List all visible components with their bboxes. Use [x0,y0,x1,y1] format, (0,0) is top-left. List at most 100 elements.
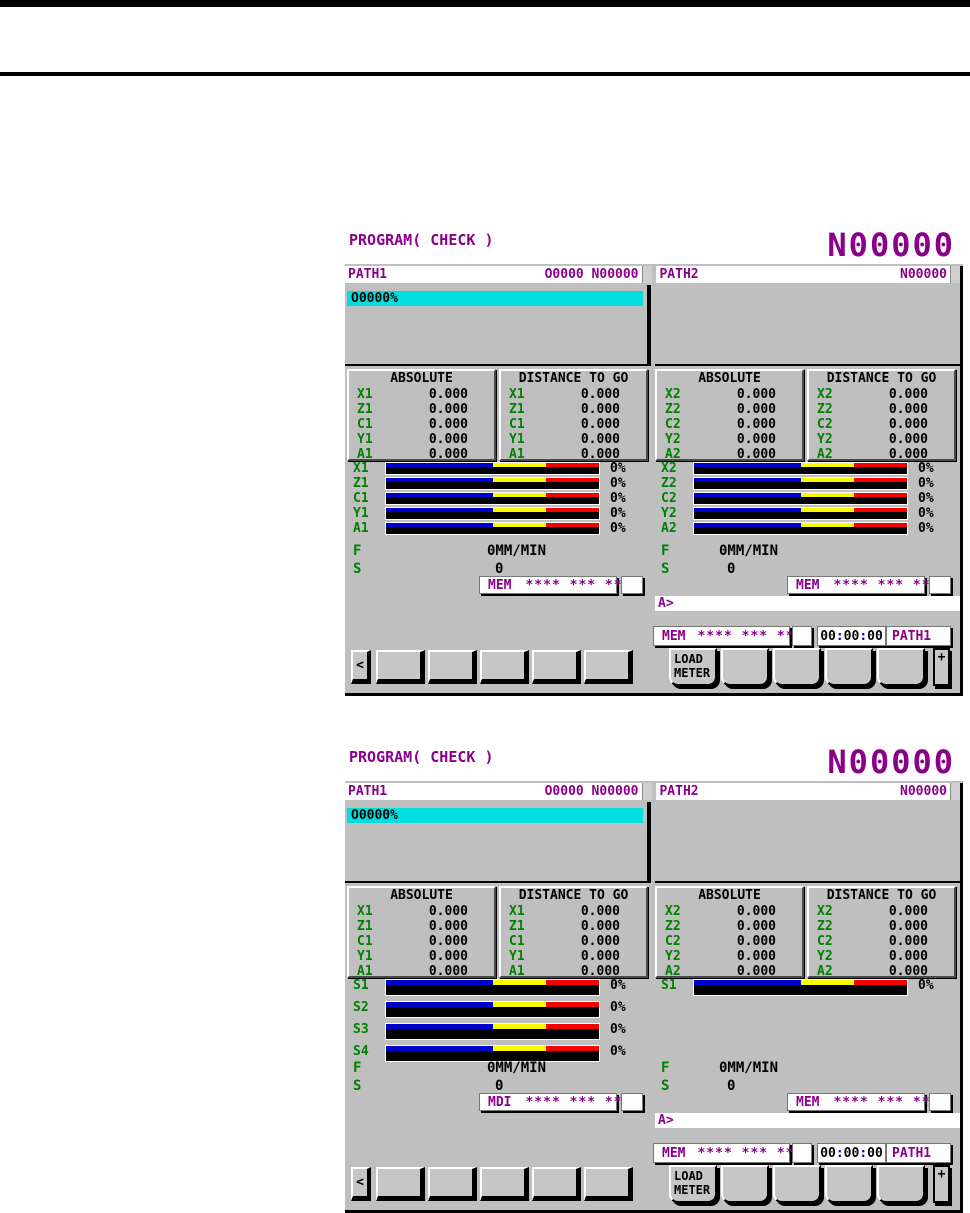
softkey-blank-button[interactable] [428,650,477,684]
position-row: C1 0.000 [501,934,646,949]
mode-label: MEM [796,1094,820,1110]
axis-label: C1 [509,417,525,432]
axis-label: A1 [509,964,525,979]
softkey-blank-button[interactable] [584,650,633,684]
meter-red-segment [545,1024,599,1029]
softkey-blank-button[interactable] [825,648,873,686]
softkey-blank-button[interactable] [428,1167,477,1201]
program-sequence-label: O0000 N00000 [544,267,639,282]
meter-red-segment [545,508,599,512]
meter-percent: 0% [918,978,934,993]
meter-yellow-segment [492,508,546,512]
active-path-label: PATH1 [892,1145,932,1161]
feed-label: F [661,1060,670,1076]
position-boxes: ABSOLUTE X1 0.000 Z1 0.000 C1 0.000 Y1 0.000 A1 0.… [345,886,653,979]
spindle-label: S [661,561,670,577]
position-row: X2 0.000 [657,904,802,919]
meter-axis-label: X1 [353,461,369,476]
softkey-blank-button[interactable] [825,1165,873,1203]
load-meter-row: Z1 0% [345,477,653,492]
axis-value: 0.000 [888,934,928,949]
axis-value: 0.000 [888,387,928,402]
status-small-box [792,626,812,646]
load-meter-row: A1 0% [345,522,653,537]
softkey-blank-button[interactable] [376,650,425,684]
position-row: C2 0.000 [809,934,954,949]
axis-label: Z2 [665,919,681,934]
path-title-bar: PATH1 O0000 N00000 [345,783,642,800]
meter-yellow-segment [800,508,854,512]
softkey-blank-button[interactable] [584,1167,633,1201]
meter-scale-strip [694,493,907,497]
axis-label: Z1 [357,402,373,417]
softkey-blank-button[interactable] [877,648,925,686]
position-row: Z1 0.000 [501,919,646,934]
program-sequence-label: O0000 N00000 [544,784,639,799]
softkey-row: < LOAD METER + [345,648,960,693]
axis-value: 0.000 [580,402,620,417]
program-window [655,285,960,366]
axis-value: 0.000 [580,964,620,979]
axis-value: 0.000 [736,447,776,462]
softkey-blank-button[interactable] [532,1167,581,1201]
spindle-label: S [353,561,362,577]
load-meter-block: S1 0% S2 0% S3 0% S4 0% [345,979,653,1062]
meter-axis-label: S1 [661,978,677,993]
softkey-blank-button[interactable] [480,1167,529,1201]
softkey-blank-button[interactable] [721,1165,769,1203]
mode-label: MEM [488,577,512,593]
screen-right-border [960,266,963,696]
load-meter-bar [385,462,600,475]
axis-value: 0.000 [736,934,776,949]
softkey-blank-button[interactable] [773,1165,821,1203]
mode-stars: **** *** *** [525,1094,632,1110]
meter-blue-segment [386,493,493,497]
axis-label: C1 [357,417,373,432]
clock-box: 00:00:00 [817,626,886,646]
load-meter-row: Y2 0% [653,507,960,522]
softkey-back-button[interactable]: < [351,1167,371,1201]
position-row: Z2 0.000 [809,402,954,417]
load-meter-row: C1 0% [345,492,653,507]
softkey-blank-button[interactable] [532,650,581,684]
softkey-load-meter-button[interactable]: LOAD METER [669,1165,717,1203]
softkey-more-button[interactable]: + [933,1165,950,1203]
softkey-blank-button[interactable] [480,650,529,684]
softkey-load-meter-button[interactable]: LOAD METER [669,648,717,686]
load-meter-block: X1 0% Z1 0% C1 0% Y1 0% A1 0% [345,462,653,542]
axis-label: C2 [817,934,833,949]
program-sequence-label: N00000 [900,784,947,799]
softkey-blank-button[interactable] [721,648,769,686]
load-meter-row: X2 0% [653,462,960,477]
position-box-title: ABSOLUTE [698,888,761,903]
softkey-back-button[interactable]: < [351,650,371,684]
softkey-group-left: < [351,1167,636,1201]
meter-red-segment [545,1046,599,1051]
meter-blue-segment [694,980,801,985]
position-row: Y1 0.000 [349,949,494,964]
load-meter-bar [385,1001,600,1018]
feedrate-line: F 0MM/MIN [653,543,960,559]
meter-scale-strip [694,523,907,527]
meter-scale-strip [386,478,599,482]
feed-label: F [353,1060,362,1076]
clock-colon: : [859,1145,868,1161]
meter-red-segment [853,523,907,527]
softkey-more-button[interactable]: + [933,648,950,686]
meter-blue-segment [694,523,801,527]
axis-label: A2 [817,447,833,462]
axis-label: Y1 [509,949,525,964]
softkey-blank-button[interactable] [877,1165,925,1203]
axis-value: 0.000 [888,919,928,934]
load-meter-row: S3 0% [345,1023,653,1045]
meter-blue-segment [694,493,801,497]
meter-scale-strip [386,508,599,512]
status-mode-label: MEM [662,628,686,644]
axis-value: 0.000 [428,934,468,949]
meter-blue-segment [694,508,801,512]
softkey-blank-button[interactable] [376,1167,425,1201]
softkey-blank-button[interactable] [773,648,821,686]
program-window [655,802,960,883]
meter-blue-segment [694,478,801,482]
axis-value: 0.000 [428,417,468,432]
